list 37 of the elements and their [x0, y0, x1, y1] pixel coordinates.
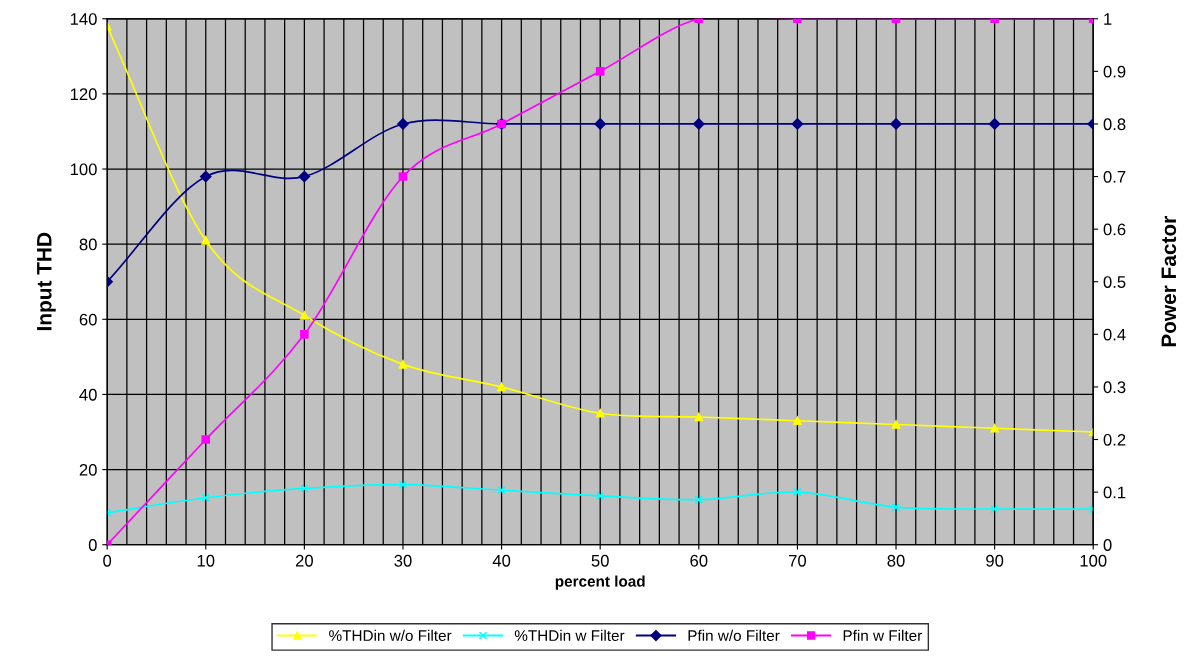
legend-label: %THDin w/o Filter: [329, 629, 452, 642]
x-tick-label: 80: [887, 554, 905, 567]
x-tick-label: 0: [103, 554, 112, 567]
y-axis-title: Input THD: [37, 232, 56, 331]
y2-tick-label: 0.9: [1103, 65, 1126, 78]
y2-tick-label: 0.1: [1103, 486, 1126, 499]
y2-tick-label: 0.7: [1103, 170, 1126, 183]
y2-tick-label: 0.3: [1103, 381, 1126, 394]
y-tick-label: 20: [79, 463, 97, 476]
y-tick-label: 60: [79, 313, 97, 326]
y2-tick-label: 0.4: [1103, 328, 1126, 341]
y2-axis-title: Power Factor: [1161, 216, 1177, 347]
x-tick-label: 60: [690, 554, 708, 567]
y-tick-label: 120: [70, 88, 97, 101]
y-tick-label: 100: [70, 163, 97, 176]
y2-tick-label: 0.6: [1103, 223, 1126, 236]
y-tick-label: 80: [79, 238, 97, 251]
x-tick-label: 50: [591, 554, 609, 567]
y2-tick-label: 0: [1103, 539, 1112, 551]
y-tick-label: 40: [79, 388, 97, 401]
legend-label: %THDin w Filter: [514, 629, 625, 642]
y-tick-label: 0: [88, 539, 97, 551]
y2-tick-label: 1: [1104, 13, 1112, 25]
x-tick-label: 100: [1080, 554, 1107, 567]
legend-label: Pfin w/o Filter: [688, 629, 780, 642]
y-tick-label: 140: [70, 13, 97, 25]
x-tick-label: 70: [789, 554, 807, 567]
x-axis-title: percent load: [555, 575, 645, 590]
legend-label: Pfin w Filter: [843, 629, 922, 642]
y2-tick-label: 0.2: [1103, 433, 1126, 446]
x-tick-label: 40: [492, 554, 511, 567]
x-tick-label: 90: [986, 554, 1004, 567]
x-tick-label: 30: [394, 554, 412, 567]
y2-tick-label: 0.5: [1103, 276, 1126, 288]
y2-tick-label: 0.8: [1103, 118, 1126, 131]
x-tick-label: 10: [197, 554, 215, 567]
x-tick-label: 20: [295, 554, 313, 567]
